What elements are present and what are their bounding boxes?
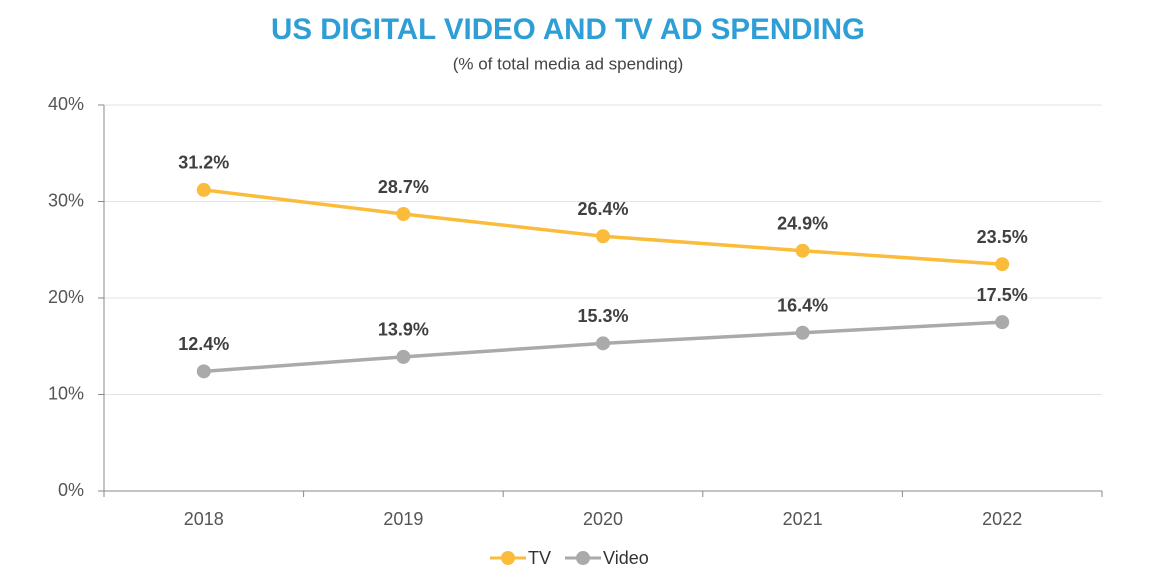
data-point [596,336,610,351]
data-label: 24.9% [777,213,828,233]
x-tick-label: 2018 [184,509,224,529]
data-label: 26.4% [577,199,628,219]
data-point [196,364,211,379]
data-point [596,229,610,244]
legend-label: Video [603,548,649,568]
data-point [396,349,411,364]
data-point [995,257,1010,272]
legend-marker [576,551,591,565]
x-tick-label: 2020 [583,509,623,529]
x-tick-label: 2021 [783,509,823,529]
x-tick-label: 2022 [982,509,1022,529]
legend-marker [501,551,515,565]
x-tick-label: 2019 [383,509,423,529]
chart-title: US DIGITAL VIDEO AND TV AD SPENDING [271,13,865,46]
y-tick-label: 20% [48,287,84,307]
y-tick-label: 30% [48,190,84,210]
data-label: 23.5% [977,227,1028,247]
data-label: 12.4% [178,334,229,354]
data-point [396,207,411,222]
y-tick-label: 10% [48,383,84,403]
data-label: 16.4% [777,295,828,315]
data-label: 15.3% [577,306,628,326]
data-point [196,182,211,197]
data-label: 17.5% [977,285,1028,305]
legend-label: TV [528,548,551,568]
data-point [795,243,810,258]
data-label: 31.2% [178,153,229,173]
data-label: 13.9% [378,320,429,340]
y-tick-label: 40% [48,94,84,114]
chart-subtitle: (% of total media ad spending) [453,54,684,73]
data-point [795,325,810,340]
data-label: 28.7% [378,177,429,197]
data-point [995,315,1010,330]
y-tick-label: 0% [58,480,84,500]
